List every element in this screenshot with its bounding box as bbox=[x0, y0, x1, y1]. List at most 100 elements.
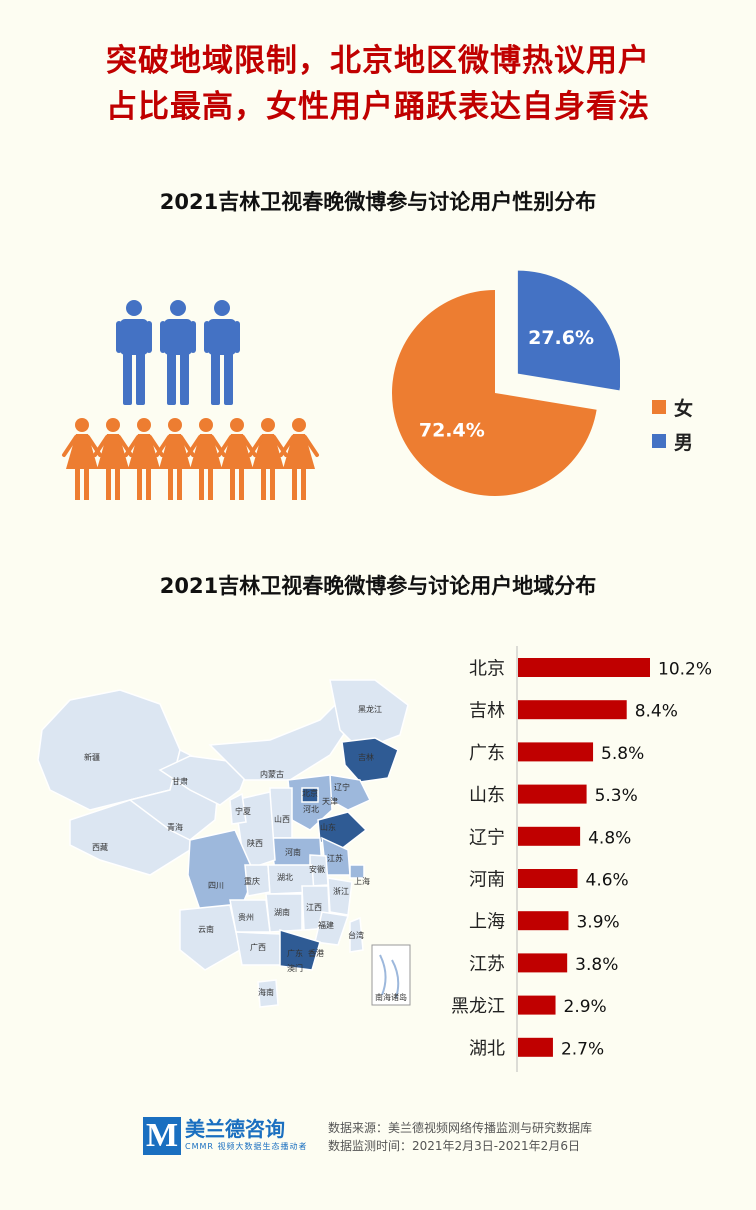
female-person-icon bbox=[93, 418, 133, 500]
map-label: 青海 bbox=[167, 822, 183, 832]
map-label: 新疆 bbox=[84, 752, 100, 762]
male-person-icon bbox=[160, 300, 196, 405]
bar bbox=[518, 995, 556, 1015]
map-label: 天津 bbox=[322, 796, 338, 806]
map-label: 重庆 bbox=[244, 876, 260, 886]
map-label: 南海诸岛 bbox=[375, 992, 407, 1002]
headline: 突破地域限制，北京地区微博热议用户 占比最高，女性用户踊跃表达自身看法 bbox=[0, 38, 756, 130]
map-label: 广西 bbox=[250, 942, 266, 952]
south-china-sea-islands bbox=[379, 954, 400, 999]
bar-value-label: 3.9% bbox=[576, 913, 619, 933]
bar-category-label: 北京 bbox=[469, 659, 505, 680]
map-label: 福建 bbox=[318, 920, 334, 930]
bar bbox=[518, 658, 650, 677]
bar-category-label: 河南 bbox=[469, 870, 505, 891]
bar-category-label: 江苏 bbox=[469, 954, 505, 975]
bar bbox=[518, 1037, 553, 1057]
pie-label-male: 27.6% bbox=[528, 327, 594, 349]
bar-category-label: 吉林 bbox=[469, 701, 505, 722]
map-region-zhejiang bbox=[327, 877, 353, 916]
bar-value-label: 5.8% bbox=[601, 744, 644, 764]
map-label: 宁夏 bbox=[235, 806, 251, 816]
bar bbox=[518, 826, 581, 846]
bar bbox=[518, 742, 594, 762]
pie-slice-female bbox=[391, 290, 597, 496]
map-label: 陕西 bbox=[247, 838, 263, 848]
female-person-icon bbox=[186, 418, 226, 500]
logo-mark: M bbox=[143, 1117, 181, 1155]
map-region-ningxia bbox=[229, 792, 247, 825]
bar-value-label: 5.3% bbox=[595, 786, 638, 806]
map-label: 澳门 bbox=[287, 963, 303, 973]
female-person-icon bbox=[124, 418, 164, 500]
data-period-text: 数据监测时间：2021年2月3日-2021年2月6日 bbox=[328, 1139, 580, 1153]
bar bbox=[518, 700, 627, 720]
map-region-beijing bbox=[301, 787, 319, 803]
gender-pie-chart: 72.4% 27.6% bbox=[391, 270, 620, 496]
logo-subtitle: CMMR 视频大数据生态播动者 bbox=[185, 1142, 308, 1151]
map-label: 西藏 bbox=[92, 842, 108, 852]
logo-name: 美兰德咨询 bbox=[185, 1117, 285, 1141]
map-label: 贵州 bbox=[238, 912, 254, 922]
bar bbox=[518, 953, 568, 973]
map-label: 广东 bbox=[287, 948, 303, 958]
female-person-icon bbox=[217, 418, 257, 500]
cmmr-logo: M 美兰德咨询 CMMR 视频大数据生态播动者 bbox=[143, 1117, 308, 1155]
legend-item-female: 女 bbox=[652, 390, 693, 424]
bar-category-label: 广东 bbox=[469, 743, 505, 764]
map-label: 内蒙古 bbox=[260, 769, 284, 779]
female-person-icon bbox=[279, 418, 319, 500]
legend-label-male: 男 bbox=[674, 431, 694, 454]
gender-legend: 女 男 bbox=[652, 390, 693, 458]
bar-value-label: 2.7% bbox=[561, 1039, 604, 1059]
map-label: 云南 bbox=[198, 924, 214, 934]
map-label: 湖南 bbox=[274, 907, 290, 917]
map-region-guangdong bbox=[279, 928, 321, 971]
map-label: 河北 bbox=[303, 804, 319, 814]
map-label: 江西 bbox=[306, 903, 322, 912]
map-label: 河南 bbox=[285, 847, 301, 857]
map-label: 甘肃 bbox=[172, 776, 188, 786]
bar-category-label: 黑龙江 bbox=[451, 996, 505, 1017]
map-label: 安徽 bbox=[309, 864, 325, 874]
pie-label-female: 72.4% bbox=[419, 420, 485, 442]
gender-chart-title: 2021吉林卫视春晚微博参与讨论用户性别分布 bbox=[159, 190, 597, 214]
map-label: 山东 bbox=[320, 822, 336, 832]
map-region-yunnan bbox=[179, 904, 241, 971]
pie-slice-male bbox=[517, 270, 620, 391]
map-region-shanghai bbox=[349, 864, 365, 879]
female-person-icon bbox=[62, 418, 102, 500]
bar-category-label: 山东 bbox=[469, 785, 505, 806]
legend-item-male: 男 bbox=[652, 424, 693, 458]
male-person-icon bbox=[204, 300, 240, 405]
female-person-icon bbox=[155, 418, 195, 500]
bar-value-label: 2.9% bbox=[564, 997, 607, 1017]
bar-value-label: 4.6% bbox=[586, 871, 629, 891]
map-label: 山西 bbox=[274, 814, 290, 824]
region-chart-title: 2021吉林卫视春晚微博参与讨论用户地域分布 bbox=[159, 574, 597, 598]
bar-category-label: 辽宁 bbox=[469, 827, 505, 848]
map-label: 四川 bbox=[208, 881, 224, 890]
map-label: 湖北 bbox=[277, 873, 293, 882]
map-label: 辽宁 bbox=[334, 782, 350, 792]
map-label: 北京 bbox=[302, 788, 318, 798]
bar bbox=[518, 869, 578, 888]
map-region-jilin bbox=[341, 737, 399, 783]
data-source-text: 数据来源：美兰德视频网络传播监测与研究数据库 bbox=[328, 1121, 593, 1135]
bar-category-label: 湖北 bbox=[469, 1038, 505, 1059]
map-label: 江苏 bbox=[327, 853, 343, 863]
legend-label-female: 女 bbox=[674, 397, 694, 420]
female-person-icon bbox=[248, 418, 288, 500]
headline-line-2: 占比最高，女性用户踊跃表达自身看法 bbox=[106, 89, 650, 125]
map-label: 吉林 bbox=[358, 752, 374, 762]
bar bbox=[518, 784, 587, 804]
map-region-fujian bbox=[314, 911, 350, 946]
map-region-gansu bbox=[158, 755, 252, 806]
bar-category-label: 上海 bbox=[469, 912, 505, 933]
footer-source: 数据来源：美兰德视频网络传播监测与研究数据库 数据监测时间：2021年2月3日-… bbox=[328, 1119, 592, 1155]
map-region-heilongjiang bbox=[329, 679, 409, 751]
legend-swatch-male bbox=[652, 434, 666, 448]
bar bbox=[518, 911, 569, 931]
bar-value-label: 8.4% bbox=[635, 702, 678, 722]
